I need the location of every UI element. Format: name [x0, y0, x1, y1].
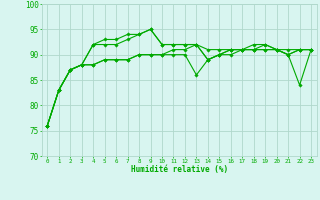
X-axis label: Humidité relative (%): Humidité relative (%)	[131, 165, 228, 174]
